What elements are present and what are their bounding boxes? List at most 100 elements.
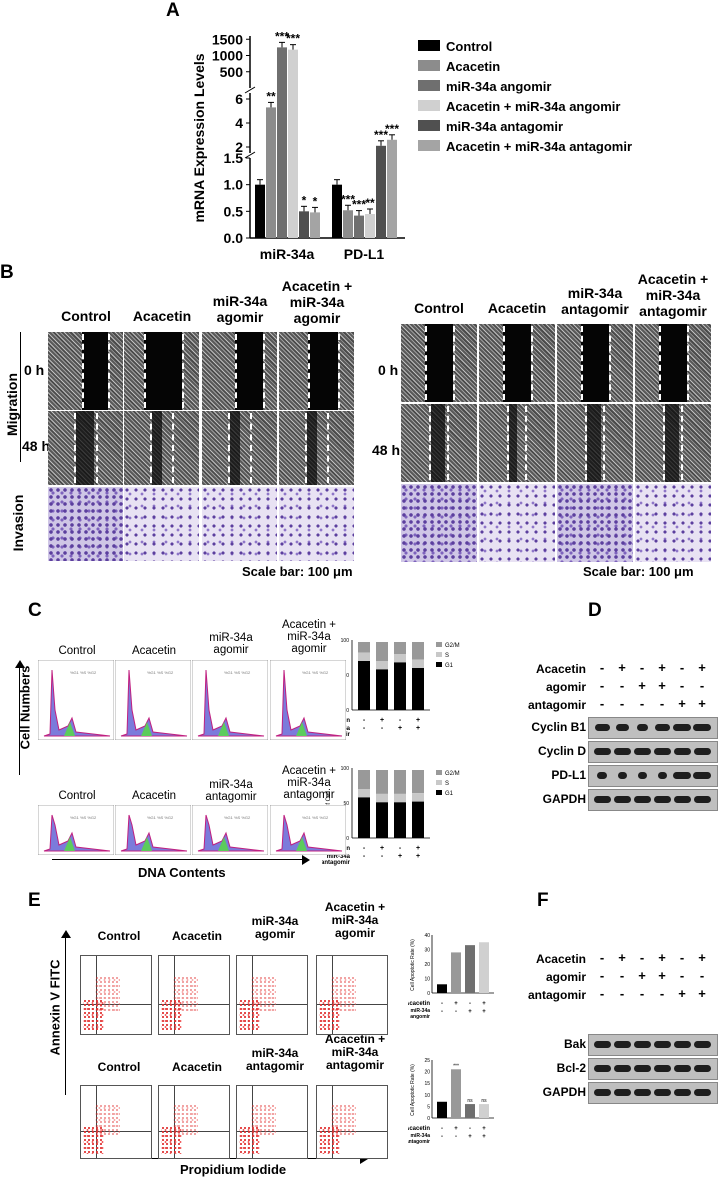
e-facs-plot [158,955,230,1035]
c-sign: + [398,725,402,732]
a-bar [299,211,309,238]
scale-bar-left: Scale bar: 100 μm [242,564,353,579]
e-sign: + [454,1001,458,1007]
annexin-label: Annexin V FITC [47,959,63,1056]
a-y-axis-label: mRNA Expression Levels [191,53,207,222]
c-hist-g2m [64,722,75,736]
b-wound-edge [663,406,665,480]
a-bar [288,49,298,239]
time-48h-left: 48 h [22,438,51,454]
b-invasion-image [202,487,277,561]
e-top-condition-label: Control [97,929,141,943]
c-bar-g2m [376,770,388,794]
c-hist-stats: %G1 %S %G2 [147,670,174,675]
c-bar-g1 [394,662,406,710]
c-hist-curve [275,669,343,737]
e-row2-label: angomir [410,1014,430,1020]
b-left-condition-label: Acacetin + miR-34a agomir [281,278,353,326]
c-bar-g2m [394,770,406,794]
e-sign: + [482,1134,486,1140]
f-band [653,1065,671,1072]
c-bar-y-tick: 50 [343,673,349,679]
c-bar-s [412,793,424,802]
c-bar-y-tick: 0 [346,836,349,842]
b-left-condition-label: miR-34a agomir [212,293,268,325]
a-y-tick-label: 1.5 [224,150,244,166]
f-sign: + [618,950,626,965]
e-bar-y-tick: 5 [427,1104,430,1110]
b-wound-edge [82,334,84,408]
d-band [673,724,691,731]
a-significance: * [302,193,307,207]
c-bar-g1 [376,802,388,838]
c-top-condition-label: miR-34a agomir [209,632,253,656]
e-cell-scatter [251,1104,276,1137]
c-sign: - [381,725,384,732]
b-wound-edge [235,334,237,408]
e-significance: *** [453,1063,459,1069]
d-blot-label: Cyclin D [537,744,586,758]
a-legend-swatch [418,40,440,51]
c-hist-curve [43,814,111,852]
e-bar-y-tick: 10 [424,1093,430,1099]
a-legend-swatch [418,140,440,151]
c-bar-g1 [412,801,424,838]
c-bar-g2m [394,642,406,654]
f-sign: - [679,968,685,983]
c-legend-swatch [436,642,442,647]
e-sign: - [455,1009,457,1015]
f-sign: - [599,986,605,1001]
e-facs-plot [316,1085,388,1159]
d-sign: + [698,660,706,675]
a-legend-label: miR-34a antagomir [446,119,563,134]
c-top-condition-label: Acacetin [131,645,177,657]
d-band [615,724,629,731]
f-sign: + [678,986,686,1001]
b-wound-gap [581,324,609,402]
d-blot-label: PD-L1 [551,768,586,782]
arrow-up-icon [61,930,71,938]
e-bar-y-tick: 10 [424,977,430,983]
b-wound-edge [447,406,449,480]
b-left-condition-label: Acacetin [132,308,192,324]
a-y-tick-label: 2 [235,139,243,155]
c-top-condition-label: Acacetin + miR-34a agomir [281,619,337,655]
e-cell-scatter [331,1104,356,1137]
f-sign: + [658,968,666,983]
e-bar [479,942,489,993]
f-sign: + [698,950,706,965]
a-axis-break [244,86,256,94]
f-sign: - [679,950,685,965]
c-dna-histogram: %G1 %S %G2 [38,805,114,855]
invasion-label: Invasion [10,494,26,552]
b-wound-edge [581,326,583,400]
a-significance: *** [385,122,399,136]
a-legend-label: Acacetin + miR-34a angomir [446,99,620,114]
d-blot-label: GAPDH [542,792,586,806]
c-bar-g1 [376,669,388,710]
c-dna-histogram: %G1 %S %G2 [192,805,268,855]
c-sign: + [380,845,384,852]
d-sign: - [599,678,605,693]
a-significance: *** [341,192,355,206]
b-wound-gap [144,332,182,410]
f-band [693,1089,711,1096]
d-band [673,748,691,755]
d-band [594,724,610,731]
c-row2-label: miR-34a [327,854,351,860]
f-blot-strip [588,1058,718,1080]
d-row-label: Acacetin [535,662,586,676]
d-sign: - [639,660,645,675]
e-sign: + [454,1126,458,1132]
d-band [693,748,711,755]
c-bottom-condition-label: Acacetin + miR-34a antagomir [281,765,337,801]
c-legend-label: G1 [445,663,454,669]
f-sign: + [658,950,666,965]
e-row1-label: Acacetin [408,1001,430,1007]
c-hist-curve [197,669,265,737]
a-y-tick-label: 500 [220,64,244,80]
b-wound-edge [308,334,310,408]
d-sign: - [699,678,705,693]
c-bar-g1 [412,668,424,710]
e-bar [479,1104,489,1118]
